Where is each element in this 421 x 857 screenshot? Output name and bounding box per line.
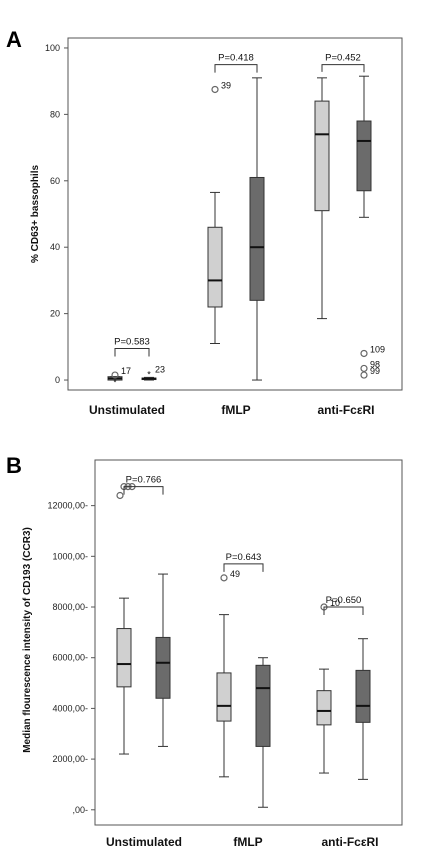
p-value-label: P=0.583 <box>114 336 150 347</box>
y-tick-label: 80 <box>50 109 60 119</box>
box-light <box>314 77 330 320</box>
p-value-label: P=0.643 <box>226 552 262 563</box>
panel-b-chart: ,00- 2000,00- 4000,00- 6000,00- 8000,00- 1000… <box>22 459 403 849</box>
p-value-bracket: P=0.766 <box>123 475 164 495</box>
box-iqr <box>216 672 232 722</box>
box-dark: * 23 <box>141 364 165 381</box>
box-iqr <box>249 176 265 301</box>
panel-a-annotations: P=0.583 P=0.418 P=0.452 <box>114 53 365 357</box>
box-iqr <box>314 100 330 212</box>
panel-a-plot-frame <box>67 37 403 391</box>
outlier-label: 17 <box>121 366 131 376</box>
box-dark <box>249 77 265 381</box>
outlier-star: * <box>113 378 117 388</box>
y-tick-label: 20 <box>50 309 60 319</box>
box-dark <box>255 657 271 808</box>
box-light <box>116 483 136 755</box>
outlier-point <box>360 364 368 373</box>
bracket-line <box>123 486 164 495</box>
box-light: 49 <box>216 569 240 778</box>
y-tick-label: 40 <box>50 242 60 252</box>
y-tick-label: 100 <box>45 43 60 53</box>
panel-b-annotations: P=0.766 P=0.643 P=0.650 <box>123 475 364 616</box>
panel-a-y-ticks: 0 20 40 60 80 100 <box>45 43 68 385</box>
box-iqr <box>316 690 332 726</box>
box-iqr <box>155 636 171 699</box>
box-iqr <box>356 120 372 192</box>
p-value-bracket: P=0.583 <box>114 336 150 357</box>
y-tick-label: 0 <box>55 375 60 385</box>
y-tick-label: 8000,00- <box>52 602 88 612</box>
outlier-point <box>360 349 368 358</box>
outlier-point <box>360 371 368 379</box>
box-light: 39 <box>207 80 231 345</box>
outlier-label: 10 <box>330 598 340 608</box>
panel-b-boxes: 49 10 <box>116 483 371 808</box>
bracket-line <box>323 606 364 616</box>
bracket-line <box>214 64 258 73</box>
bracket-line <box>223 563 264 572</box>
outlier-star: * <box>147 369 151 379</box>
bracket-line <box>114 347 150 357</box>
bracket-line <box>321 64 365 73</box>
panel-b-y-ticks: ,00- 2000,00- 4000,00- 6000,00- 8000,00- 1000… <box>47 501 95 815</box>
p-value-label: P=0.452 <box>325 53 361 64</box>
panel-b-category-label: fMLP <box>233 835 262 849</box>
panel-b-category-label: Unstimulated <box>106 835 182 849</box>
outlier-label: 23 <box>155 364 165 374</box>
outlier-point <box>116 491 124 500</box>
box-dark <box>155 573 171 747</box>
panel-a-category-label: anti-FcεRI <box>317 403 374 417</box>
panel-b-category-label: anti-FcεRI <box>321 835 378 849</box>
p-value-bracket: P=0.418 <box>214 53 258 73</box>
panel-a-category-label: Unstimulated <box>89 403 165 417</box>
box-dark <box>355 638 371 780</box>
p-value-bracket: P=0.643 <box>223 552 264 572</box>
box-iqr <box>207 226 223 308</box>
outlier-point <box>220 574 228 582</box>
box-light: 10 <box>316 598 340 774</box>
box-iqr <box>255 664 271 747</box>
y-tick-label: 6000,00- <box>52 653 88 663</box>
box-iqr <box>355 669 371 723</box>
y-tick-label: 60 <box>50 176 60 186</box>
box-light: 17 * <box>107 366 131 388</box>
y-tick-label: ,00- <box>72 805 88 815</box>
p-value-bracket: P=0.650 <box>323 595 364 616</box>
outlier-point <box>211 85 219 94</box>
outlier-point <box>111 371 119 379</box>
y-tick-label: 1000,00- <box>52 551 88 561</box>
p-value-label: P=0.418 <box>218 53 254 64</box>
p-value-label: P=0.650 <box>326 595 362 606</box>
panel-a-letter: A <box>6 27 22 52</box>
outlier-label: 99 <box>370 366 380 376</box>
panel-a-y-axis-label: % CD63+ bassophils <box>30 165 41 264</box>
p-value-bracket: P=0.452 <box>321 53 365 73</box>
y-tick-label: 4000,00- <box>52 703 88 713</box>
outlier-label: 49 <box>230 569 240 579</box>
outlier-label: 39 <box>221 80 231 90</box>
p-value-label: P=0.766 <box>126 475 162 486</box>
panel-b-plot-frame <box>94 459 403 826</box>
panel-b-y-axis-label: Median flourescence intensity of CD193 (… <box>22 527 33 753</box>
panel-b-letter: B <box>6 453 22 478</box>
y-tick-label: 2000,00- <box>52 754 88 764</box>
panel-a-category-label: fMLP <box>221 403 250 417</box>
outlier-label: 98 <box>370 359 380 369</box>
outlier-label: 109 <box>370 344 385 354</box>
y-tick-label: 12000,00- <box>47 501 88 511</box>
box-iqr <box>116 628 132 688</box>
